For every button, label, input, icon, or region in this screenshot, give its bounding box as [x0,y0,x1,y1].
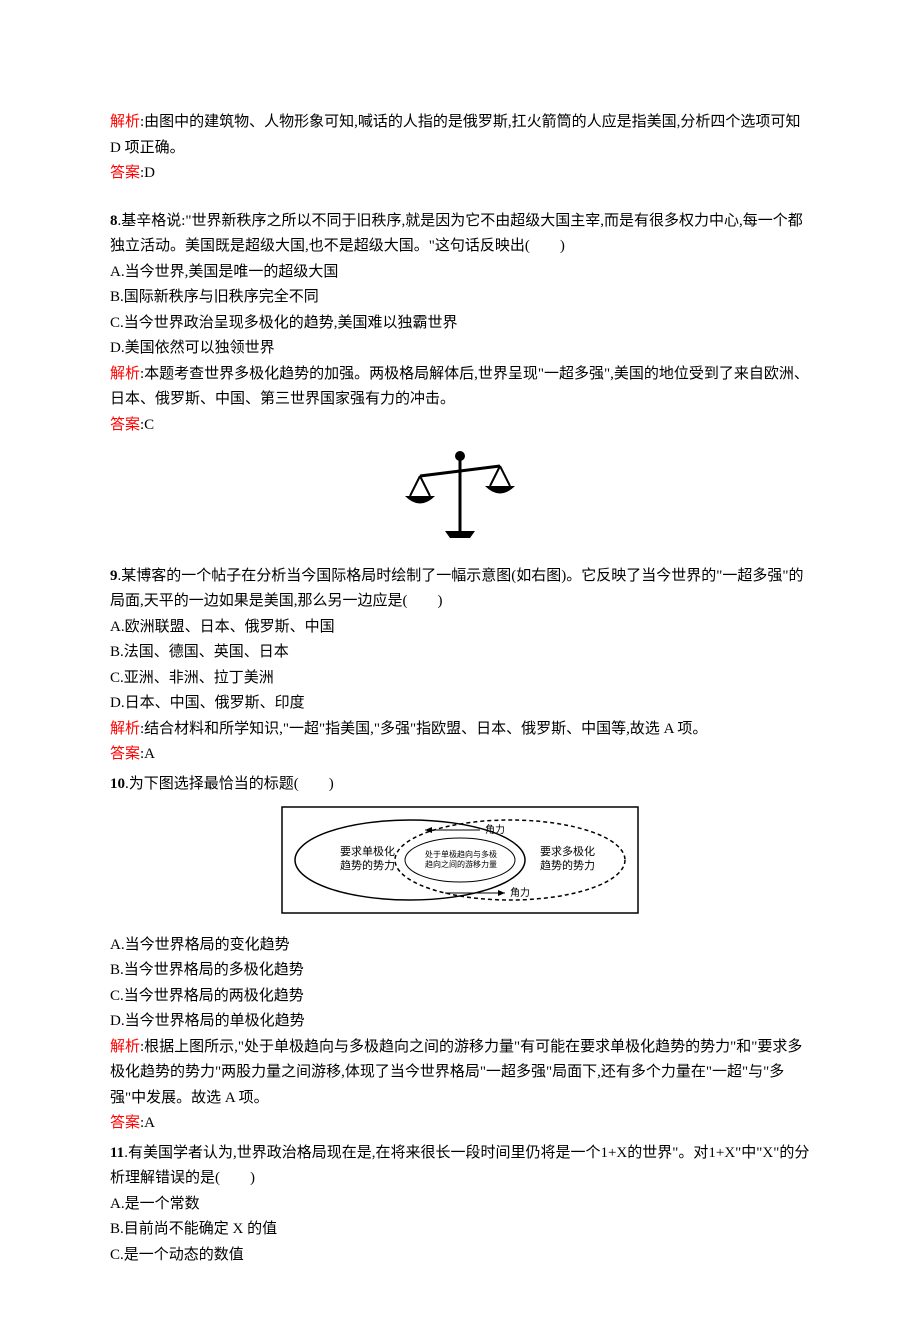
q7-answer-text: :D [140,165,155,181]
q10-analysis-text: :根据上图所示,"处于单极趋向与多极趋向之间的游移力量"有可能在要求单极化趋势的… [110,1039,802,1106]
q9-option-c: C.亚洲、非洲、拉丁美洲 [110,666,810,692]
diagram-center-label-1: 处于单极趋向与多极 [425,849,497,859]
q9-stem: .某博客的一个帖子在分析当今国际格局时绘制了一幅示意图(如右图)。它反映了当今世… [110,568,804,610]
forces-diagram-icon: 要求单极化 趋势的势力 处于单极趋向与多极 趋向之间的游移力量 要求多极化 趋势… [280,805,640,915]
q11-number: 11 [110,1145,124,1161]
q10-option-b: B.当今世界格局的多极化趋势 [110,958,810,984]
q8-answer-text: :C [140,417,154,433]
q10-diagram-figure: 要求单极化 趋势的势力 处于单极趋向与多极 趋向之间的游移力量 要求多极化 趋势… [110,805,810,925]
analysis-label: 解析 [110,114,140,130]
diagram-center-label-2: 趋向之间的游移力量 [425,859,497,869]
q11-option-a: A.是一个常数 [110,1192,810,1218]
q10-answer-line: 答案:A [110,1111,810,1137]
diagram-right-label-2: 趋势的势力 [540,858,595,872]
analysis-label: 解析 [110,1039,140,1055]
question-10-options: A.当今世界格局的变化趋势 B.当今世界格局的多极化趋势 C.当今世界格局的两极… [110,933,810,1137]
q10-stem-line: 10.为下图选择最恰当的标题( ) [110,772,810,798]
q9-answer-text: :A [140,746,155,762]
q11-option-b: B.目前尚不能确定 X 的值 [110,1217,810,1243]
q8-answer-line: 答案:C [110,413,810,439]
q8-analysis-line: 解析:本题考查世界多极化趋势的加强。两极格局解体后,世界呈现"一超多强",美国的… [110,362,810,413]
diagram-right-label-1: 要求多极化 [540,844,595,858]
answer-label: 答案 [110,417,140,433]
diagram-left-label-2: 趋势的势力 [340,858,395,872]
q11-stem: .有美国学者认为,世界政治格局现在是,在将来很长一段时间里仍将是一个1+X的世界… [110,1145,809,1187]
q10-option-a: A.当今世界格局的变化趋势 [110,933,810,959]
q9-analysis-line: 解析:结合材料和所学知识,"一超"指美国,"多强"指欧盟、日本、俄罗斯、中国等,… [110,717,810,743]
q8-stem: .基辛格说:"世界新秩序之所以不同于旧秩序,就是因为它不由超级大国主宰,而是有很… [110,213,803,255]
q8-stem-line: 8.基辛格说:"世界新秩序之所以不同于旧秩序,就是因为它不由超级大国主宰,而是有… [110,209,810,260]
answer-label: 答案 [110,1115,140,1131]
q10-analysis-line: 解析:根据上图所示,"处于单极趋向与多极趋向之间的游移力量"有可能在要求单极化趋… [110,1035,810,1112]
q8-option-d: D.美国依然可以独领世界 [110,336,810,362]
answer-label: 答案 [110,746,140,762]
q9-number: 9 [110,568,118,584]
balance-scale-figure [110,446,810,556]
question-8: 8.基辛格说:"世界新秩序之所以不同于旧秩序,就是因为它不由超级大国主宰,而是有… [110,209,810,439]
q10-option-d: D.当今世界格局的单极化趋势 [110,1009,810,1035]
q10-option-c: C.当今世界格局的两极化趋势 [110,984,810,1010]
q10-stem: .为下图选择最恰当的标题( ) [125,776,334,792]
q8-option-a: A.当今世界,美国是唯一的超级大国 [110,260,810,286]
q11-stem-line: 11.有美国学者认为,世界政治格局现在是,在将来很长一段时间里仍将是一个1+X的… [110,1141,810,1192]
q8-option-b: B.国际新秩序与旧秩序完全不同 [110,285,810,311]
analysis-label: 解析 [110,721,140,737]
q10-answer-text: :A [140,1115,155,1131]
question-10: 10.为下图选择最恰当的标题( ) [110,772,810,798]
q7-answer-line: 答案:D [110,161,810,187]
analysis-label: 解析 [110,366,140,382]
diagram-arrow-label-top: 角力 [485,823,505,836]
question-9: 9.某博客的一个帖子在分析当今国际格局时绘制了一幅示意图(如右图)。它反映了当今… [110,564,810,768]
q8-number: 8 [110,213,118,229]
question-11: 11.有美国学者认为,世界政治格局现在是,在将来很长一段时间里仍将是一个1+X的… [110,1141,810,1269]
q11-option-c: C.是一个动态的数值 [110,1243,810,1269]
q10-number: 10 [110,776,125,792]
q9-analysis-text: :结合材料和所学知识,"一超"指美国,"多强"指欧盟、日本、俄罗斯、中国等,故选… [140,721,707,737]
diagram-left-label-1: 要求单极化 [340,844,395,858]
q9-answer-line: 答案:A [110,742,810,768]
answer-label: 答案 [110,165,140,181]
q9-option-a: A.欧洲联盟、日本、俄罗斯、中国 [110,615,810,641]
q7-analysis-text: :由图中的建筑物、人物形象可知,喊话的人指的是俄罗斯,扛火箭筒的人应是指美国,分… [110,114,800,156]
q9-stem-line: 9.某博客的一个帖子在分析当今国际格局时绘制了一幅示意图(如右图)。它反映了当今… [110,564,810,615]
q8-analysis-text: :本题考查世界多极化趋势的加强。两极格局解体后,世界呈现"一超多强",美国的地位… [110,366,809,408]
q9-option-d: D.日本、中国、俄罗斯、印度 [110,691,810,717]
balance-scale-icon [390,446,530,546]
q7-trailing: 解析:由图中的建筑物、人物形象可知,喊话的人指的是俄罗斯,扛火箭筒的人应是指美国… [110,110,810,187]
q8-option-c: C.当今世界政治呈现多极化的趋势,美国难以独霸世界 [110,311,810,337]
diagram-arrow-label-bottom: 角力 [510,886,530,899]
q7-analysis-line: 解析:由图中的建筑物、人物形象可知,喊话的人指的是俄罗斯,扛火箭筒的人应是指美国… [110,110,810,161]
q9-option-b: B.法国、德国、英国、日本 [110,640,810,666]
